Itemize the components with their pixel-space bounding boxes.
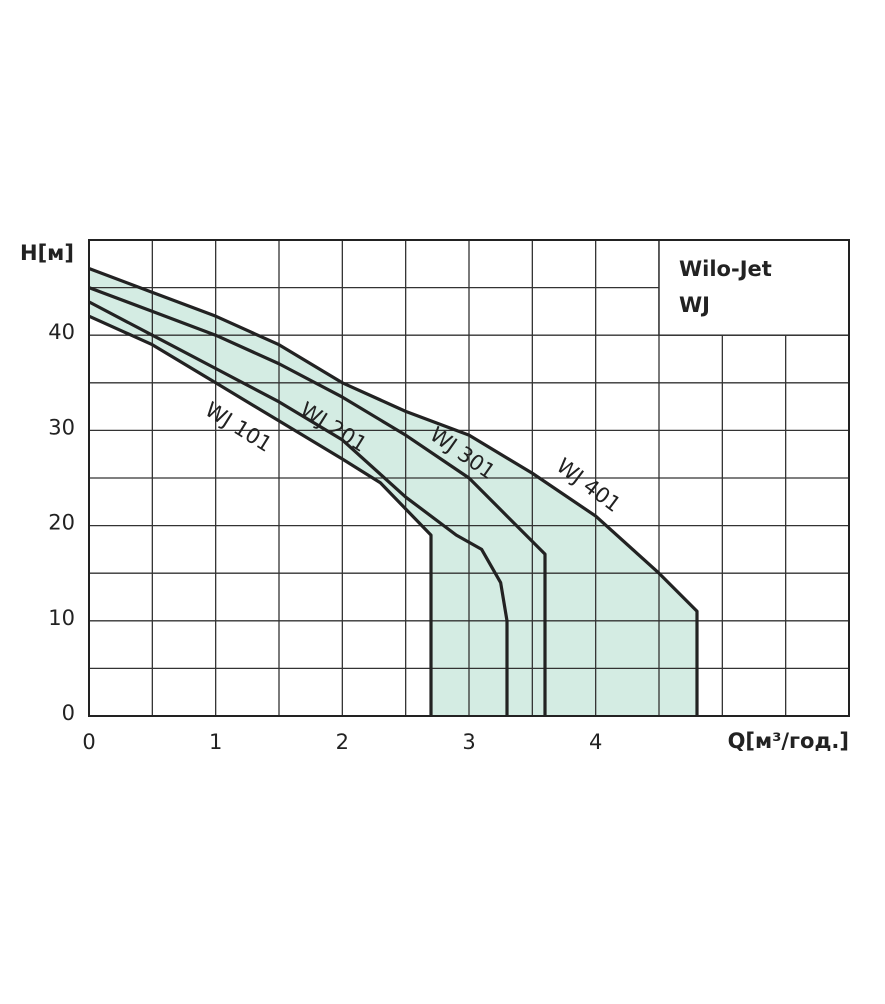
x-tick-label: 1 [209,730,222,754]
box-title: WJ [679,293,710,317]
title-box [658,239,850,336]
plot-frame [88,239,850,717]
pump-curve [88,286,547,716]
y-axis-label: H[м] [20,241,74,265]
y-tick-label: 0 [62,701,75,725]
pump-curve [88,267,699,716]
x-tick-label: 0 [82,730,95,754]
x-tick-label: 3 [462,730,475,754]
y-tick-label: 10 [48,606,75,630]
pump-curve [88,300,509,716]
y-tick-label: 40 [48,320,75,344]
x-tick-label: 4 [589,730,602,754]
y-tick-label: 30 [48,415,75,439]
y-tick-label: 20 [48,511,75,535]
x-axis-label: Q[м³/год.] [728,729,849,753]
x-tick-label: 2 [336,730,349,754]
box-title: Wilo-Jet [679,257,772,281]
pump-curve [88,314,433,716]
